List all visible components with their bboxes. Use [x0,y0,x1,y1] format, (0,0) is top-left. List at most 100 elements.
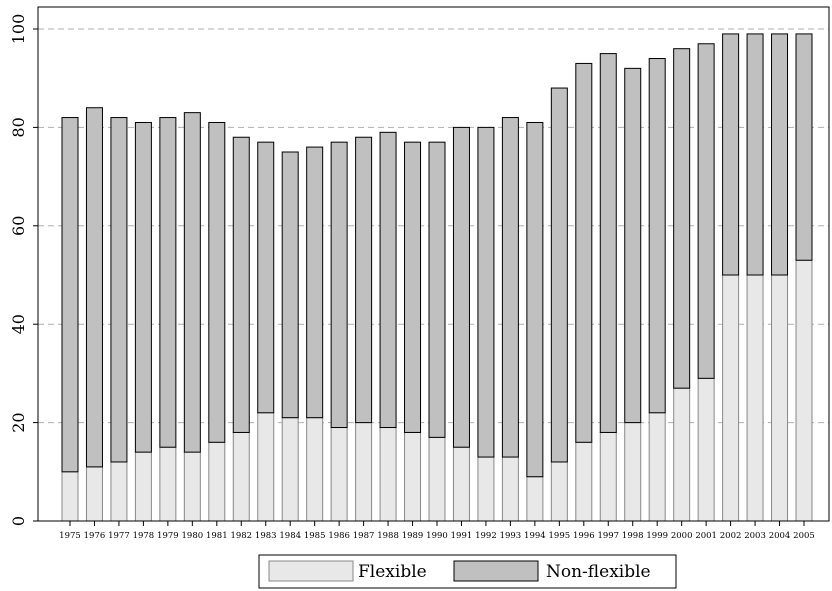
legend: Flexible Non-flexible [258,554,677,589]
bar-flexible-1995 [550,461,568,522]
x-tick-label: 1987 [353,531,375,541]
bar-flexible-2001 [697,377,715,522]
x-tick-label: 1984 [279,531,301,541]
x-tick-label: 1986 [328,531,350,541]
x-tick-label: 2005 [793,531,815,541]
x-tick-label: 2004 [769,531,791,541]
bar-flexible-1982 [232,431,250,522]
x-tick-label: 1998 [622,531,644,541]
bar-flexible-1991 [452,446,470,522]
legend-label-non-flexible: Non-flexible [546,562,651,582]
x-tick-label: 1999 [646,531,668,541]
x-tick-label: 1990 [426,531,448,541]
bar-non-flexible-1995 [550,87,568,463]
bar-flexible-1980 [183,451,201,522]
bar-flexible-1987 [355,422,373,522]
legend-swatch-non-flexible [453,560,539,582]
bar-flexible-1993 [501,456,519,522]
axes: 0 20 40 60 80 100 1975 1976 1977 1978 1979 1980 1981… [9,6,830,541]
x-tick-label: 1991 [451,531,473,541]
x-tick-label: 1980 [182,531,204,541]
x-tick-label: 1995 [549,531,571,541]
bar-non-flexible-2001 [697,43,715,379]
legend-label-flexible: Flexible [358,562,427,582]
bar-flexible-1978 [134,451,152,522]
bar-flexible-1998 [624,422,642,522]
bar-flexible-2002 [722,274,740,522]
bar-non-flexible-1976 [85,107,103,468]
bar-non-flexible-2002 [722,33,740,276]
bar-non-flexible-1978 [134,121,152,453]
y-tick-label: 60 [9,216,28,236]
bar-non-flexible-1992 [477,126,495,458]
bar-non-flexible-1997 [599,53,617,433]
bar-non-flexible-1985 [306,146,324,419]
bar-non-flexible-1998 [624,67,642,424]
bar-non-flexible-1989 [404,141,422,433]
x-tick-label: 1983 [255,531,277,541]
x-tick-label: 1978 [133,531,155,541]
bar-non-flexible-1981 [208,121,226,443]
bar-flexible-1975 [61,471,79,522]
bar-non-flexible-1980 [183,112,201,453]
x-tick-label: 1982 [230,531,252,541]
x-tick-label: 1997 [597,531,619,541]
bars [61,33,813,522]
bar-flexible-1981 [208,441,226,522]
bar-non-flexible-1984 [281,151,299,419]
bar-flexible-1992 [477,456,495,522]
x-tick-label: 1981 [206,531,228,541]
x-tick-label: 1975 [59,531,81,541]
bar-flexible-1997 [599,431,617,522]
bar-non-flexible-1977 [110,117,128,463]
bar-flexible-1976 [85,466,103,522]
bar-non-flexible-1999 [648,58,666,414]
bar-non-flexible-1996 [575,62,593,443]
bar-flexible-2003 [746,274,764,522]
y-tick-label: 0 [9,516,28,526]
x-tick-label: 1977 [108,531,130,541]
y-tick-label: 40 [9,314,28,334]
bar-non-flexible-1982 [232,136,250,433]
y-tick-label: 100 [9,14,28,45]
bar-non-flexible-1994 [526,121,544,478]
bar-flexible-1988 [379,427,397,522]
x-tick-label: 2001 [695,531,717,541]
bar-flexible-2004 [771,274,789,522]
plot-frame [37,6,830,522]
bar-non-flexible-2003 [746,33,764,276]
bar-flexible-1996 [575,441,593,522]
x-tick-label: 1989 [402,531,424,541]
x-tick-label: 1979 [157,531,179,541]
x-tick-label: 2002 [720,531,742,541]
bar-flexible-1986 [330,427,348,522]
bar-flexible-1999 [648,412,666,522]
bar-non-flexible-1991 [452,126,470,448]
y-tick-label: 20 [9,412,28,432]
bar-non-flexible-1990 [428,141,446,438]
x-tick-label: 1993 [500,531,522,541]
bar-flexible-1989 [404,431,422,522]
bar-non-flexible-2000 [673,48,691,389]
x-tick-label: 1994 [524,531,546,541]
bar-flexible-1985 [306,417,324,522]
x-tick-label: 1992 [475,531,497,541]
bar-non-flexible-1986 [330,141,348,429]
x-tick-label: 2000 [671,531,693,541]
bar-non-flexible-2005 [795,33,813,261]
bar-non-flexible-2004 [771,33,789,276]
bar-flexible-1977 [110,461,128,522]
x-tick-label: 2003 [744,531,766,541]
x-tick-label: 1988 [377,531,399,541]
x-tick-label: 1996 [573,531,595,541]
bar-flexible-1984 [281,417,299,522]
bar-non-flexible-1987 [355,136,373,424]
bar-non-flexible-1988 [379,131,397,429]
y-tick-label: 80 [9,117,28,137]
bar-flexible-1983 [257,412,275,522]
bar-non-flexible-1975 [61,117,79,473]
x-tick-label: 1985 [304,531,326,541]
bar-flexible-2000 [673,387,691,522]
legend-swatch-flexible [268,560,354,582]
